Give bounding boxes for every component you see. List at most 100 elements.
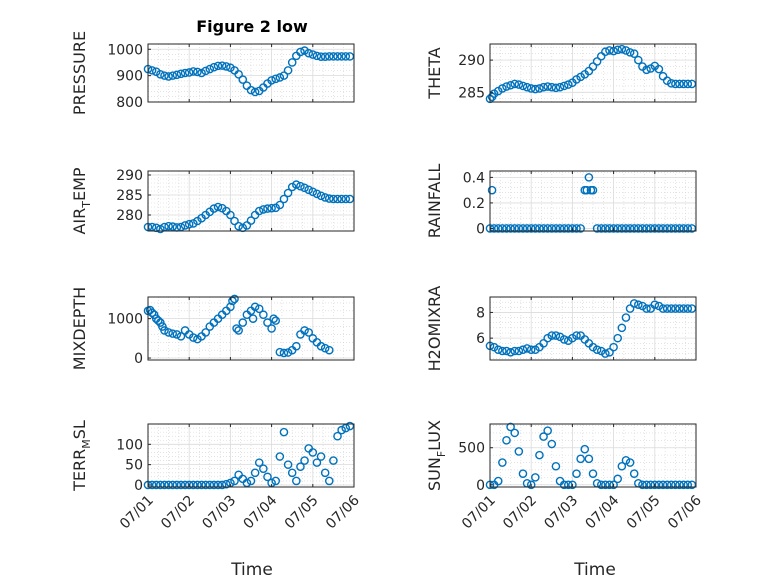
subplot-mixdepth: 0 1000 MIXDEPTH [70, 287, 355, 370]
y-tick-label: 8 [476, 305, 485, 321]
data-point [153, 316, 163, 325]
data-point [650, 480, 660, 490]
data-point [563, 224, 573, 233]
data-point [201, 480, 210, 490]
data-point [250, 302, 260, 312]
data-point [605, 224, 614, 233]
data-point [250, 468, 260, 478]
data-point [666, 224, 676, 233]
data-point [629, 299, 639, 308]
data-point [588, 185, 598, 195]
data-point [168, 71, 178, 80]
data-point [345, 194, 355, 204]
data-point [658, 224, 668, 233]
data-point [642, 224, 651, 233]
data-point [197, 68, 206, 78]
data-point [522, 82, 532, 92]
data-point [487, 185, 497, 195]
data-point [683, 304, 693, 313]
data-point [654, 224, 664, 233]
axes-frame [489, 423, 697, 488]
data-point [613, 224, 623, 233]
data-point [213, 202, 223, 212]
data-point [576, 224, 585, 233]
y-tick-label: 1000 [107, 312, 143, 328]
data-point [646, 224, 655, 233]
data-point [526, 480, 536, 490]
y-axis-label-theta: THETA [425, 47, 444, 99]
data-point [209, 480, 219, 490]
data-point [559, 81, 569, 91]
y-axis-label-air_temp: AIRTEMP [70, 167, 93, 234]
data-point [559, 480, 569, 490]
data-point [232, 324, 241, 333]
data-point [493, 345, 503, 355]
data-point [230, 216, 239, 226]
data-point [650, 224, 660, 233]
data-point [493, 224, 503, 233]
data-point [168, 480, 178, 490]
data-point [568, 224, 577, 233]
data-point [518, 469, 528, 478]
data-point [675, 304, 684, 313]
x-axis-label-left: Time [230, 560, 273, 580]
data-point [683, 224, 693, 233]
data-point [316, 52, 326, 61]
data-point [563, 80, 573, 89]
data-point [320, 193, 330, 202]
data-point [638, 224, 647, 233]
data-point [642, 304, 651, 313]
data-point [621, 313, 631, 322]
data-point [304, 328, 313, 337]
data-point [193, 480, 202, 490]
data-point [172, 70, 182, 80]
data-point [572, 469, 581, 478]
data-point [502, 436, 511, 445]
data-point [609, 342, 618, 352]
data-point [617, 44, 627, 54]
data-point [642, 480, 651, 490]
data-point [275, 200, 285, 210]
data-point [551, 331, 561, 340]
data-point [263, 472, 272, 482]
data-point [312, 189, 322, 199]
data-point [217, 61, 227, 70]
data-point [522, 344, 532, 353]
data-point [263, 318, 272, 327]
data-point [168, 222, 178, 231]
data-point [510, 346, 520, 356]
axes-frame [147, 423, 355, 488]
data-point [333, 431, 342, 441]
data-point [164, 328, 173, 337]
data-point [539, 338, 548, 348]
data-point [271, 316, 281, 325]
subplot-theta: 285 290 THETA [425, 43, 697, 104]
data-point [535, 84, 544, 93]
y-tick-label: 100 [116, 437, 143, 453]
data-point [197, 480, 206, 490]
y-tick-label: 290 [116, 168, 143, 184]
data-point [230, 294, 239, 304]
y-axis-label-sun_flux: SUNFLUX [425, 420, 448, 491]
data-point [345, 421, 355, 431]
data-point [254, 206, 264, 216]
data-point [666, 480, 676, 490]
data-point [518, 224, 528, 233]
data-point [246, 85, 256, 95]
data-point [168, 329, 178, 338]
data-point [172, 330, 182, 339]
data-point [283, 348, 293, 357]
data-point [642, 65, 651, 75]
data-point [584, 454, 594, 464]
data-point [621, 456, 631, 465]
data-point [304, 185, 313, 195]
data-point [582, 185, 592, 195]
data-point [613, 474, 623, 484]
data-point [254, 304, 264, 314]
data-point [254, 458, 264, 467]
data-point [543, 82, 552, 91]
data-point [279, 194, 289, 204]
data-point [687, 480, 697, 490]
